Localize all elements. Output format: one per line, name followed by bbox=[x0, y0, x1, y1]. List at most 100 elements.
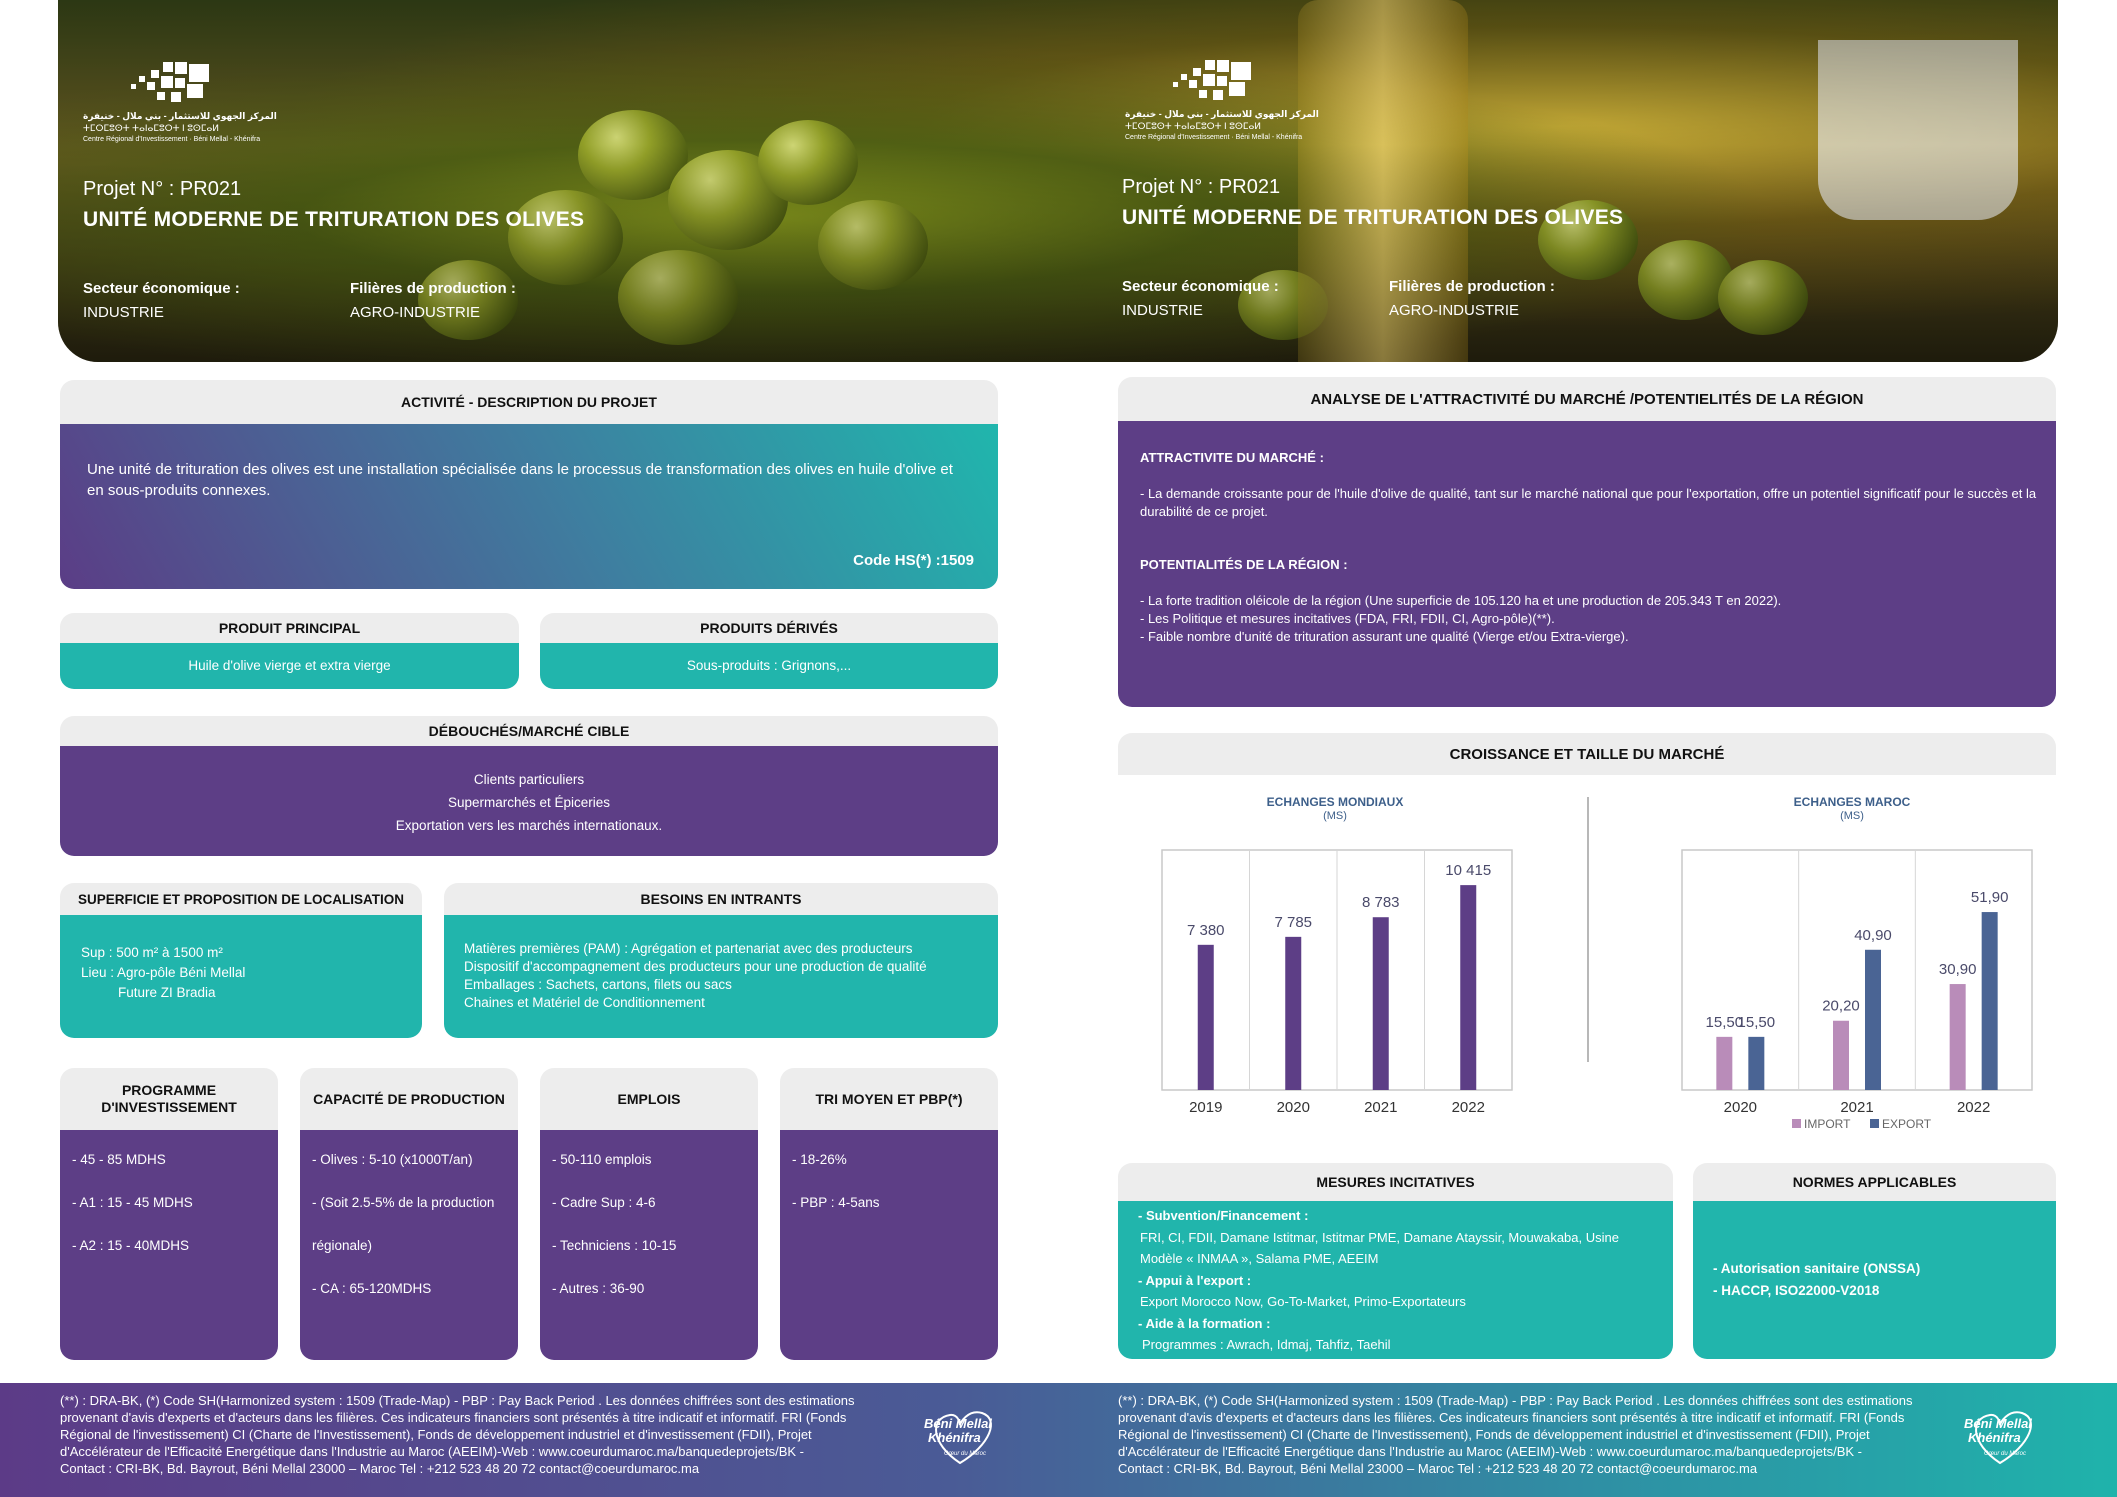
chart-data-label: 30,90 bbox=[1939, 961, 1977, 978]
chart-bar bbox=[1981, 912, 1998, 1090]
superficie-line: Lieu : Agro-pôle Béni Mellal bbox=[81, 965, 246, 980]
produits-derives-heading: PRODUITS DÉRIVÉS bbox=[540, 613, 998, 643]
footer-line: (**) : DRA-BK, (*) Code SH(Harmonized sy… bbox=[1118, 1393, 1913, 1408]
footer-notes-right: (**) : DRA-BK, (*) Code SH(Harmonized sy… bbox=[1118, 1392, 1978, 1477]
chart-tick-label: 2022 bbox=[1957, 1099, 1990, 1116]
brand-line1: Béni Mellal bbox=[1964, 1416, 2032, 1431]
filieres-label: Filières de production : bbox=[350, 280, 516, 297]
potentialites-list: - La forte tradition oléicole de la régi… bbox=[1140, 592, 2040, 646]
superficie-panel: Sup : 500 m² à 1500 m² Lieu : Agro-pôle … bbox=[60, 915, 422, 1038]
footer-line: (**) : DRA-BK, (*) Code SH(Harmonized sy… bbox=[60, 1393, 855, 1408]
programme-panel: - 45 - 85 MDHS - A1 : 15 - 45 MDHS - A2 … bbox=[60, 1130, 278, 1360]
emplois-panel: - 50-110 emplois - Cadre Sup : 4-6 - Tec… bbox=[540, 1130, 758, 1360]
tri-panel: - 18-26% - PBP : 4-5ans bbox=[780, 1130, 998, 1360]
chart-bar bbox=[1833, 1020, 1849, 1090]
secteur-value: INDUSTRIE bbox=[83, 304, 164, 321]
logo-arabic-text: المركز الجهوي للاستثمار - بني ملال - خني… bbox=[1125, 109, 1319, 119]
mesures-heading: MESURES INCITATIVES bbox=[1118, 1163, 1673, 1201]
tri-heading: TRI MOYEN ET PBP(*) bbox=[780, 1068, 998, 1130]
filieres-label: Filières de production : bbox=[1389, 278, 1555, 295]
chart-maroc-title: ECHANGES MAROC bbox=[1793, 795, 1911, 809]
chart-tick-label: 2022 bbox=[1452, 1099, 1485, 1116]
filieres-value: AGRO-INDUSTRIE bbox=[1389, 302, 1520, 319]
chart-echanges-mondiaux: 7 380 2019 7 785 2020 8 783 2021 10 415 2022 bbox=[1161, 849, 1513, 1116]
superficie-line: Sup : 500 m² à 1500 m² bbox=[81, 945, 223, 960]
besoins-panel: Matières premières (PAM) : Agrégation et… bbox=[444, 915, 998, 1038]
brand-line1: Béni Mellal bbox=[924, 1416, 992, 1431]
chart-bar bbox=[1865, 949, 1881, 1090]
capacite-line: - (Soit 2.5-5% de la production bbox=[312, 1195, 495, 1210]
logo-french-text: Centre Régional d'Investissement · Béni … bbox=[1125, 134, 1303, 141]
capacite-line: - CA : 65-120MDHS bbox=[312, 1281, 432, 1296]
debouches-item: Supermarchés et Épiceries bbox=[447, 795, 611, 810]
logo-tifinagh-text: ⵜⵎⵔⵎⵓⵙⵜ ⵜⴰⵏⴰⵎⵓⵔⵜ ⵏ ⵓⵙⵎⴰⵍ bbox=[83, 123, 220, 133]
mesures-panel: - Subvention/Financement : FRI, CI, FDII… bbox=[1118, 1201, 1673, 1359]
chart-tick-label: 2019 bbox=[1189, 1099, 1222, 1116]
besoins-line: Matières premières (PAM) : Agrégation et… bbox=[464, 941, 913, 956]
chart-bar bbox=[1949, 984, 1966, 1090]
chart-legend-label: IMPORT bbox=[1804, 1117, 1851, 1131]
project-number: Projet N° : PR021 bbox=[1122, 176, 1281, 198]
mesures-export-label: - Appui à l'export : bbox=[1138, 1272, 1252, 1288]
footer-line: provenant d'avis d'experts et d'acteurs … bbox=[1118, 1410, 1905, 1425]
potentialite-item: - Les Politique et mesures incitatives (… bbox=[1140, 611, 1555, 626]
emplois-line: - 50-110 emplois bbox=[552, 1152, 652, 1167]
hero-banner: المركز الجهوي للاستثمار - بني ملال - خني… bbox=[58, 0, 2058, 362]
footer: (**) : DRA-BK, (*) Code SH(Harmonized sy… bbox=[0, 1383, 2117, 1497]
chart-data-label: 7 380 bbox=[1187, 922, 1225, 939]
chart-tick-label: 2020 bbox=[1724, 1099, 1757, 1116]
chart-legend-label: EXPORT bbox=[1882, 1117, 1932, 1131]
mesures-subvention-text1: FRI, CI, FDII, Damane Istitmar, Istitmar… bbox=[1140, 1229, 1619, 1245]
brand-line3: Cœur du Maroc bbox=[1984, 1451, 2027, 1457]
footer-line: d'Accélérateur de l'Efficacité Energétiq… bbox=[60, 1444, 804, 1459]
debouches-panel: Clients particuliers Supermarchés et Épi… bbox=[60, 746, 998, 856]
tri-line: - 18-26% bbox=[792, 1152, 847, 1167]
emplois-line: - Cadre Sup : 4-6 bbox=[552, 1195, 656, 1210]
chart-plot-area bbox=[1681, 849, 2033, 1091]
capacite-line: - Olives : 5-10 (x1000T/an) bbox=[312, 1152, 473, 1167]
potentialites-label: POTENTIALITÉS DE LA RÉGION : bbox=[1140, 557, 1348, 572]
code-hs: Code HS(*) :1509 bbox=[853, 552, 974, 569]
chart-data-label: 15,50 bbox=[1738, 1014, 1776, 1031]
footer-line: Régional de l'investissement) CI (Charte… bbox=[60, 1427, 812, 1442]
project-title: UNITÉ MODERNE DE TRITURATION DES OLIVES bbox=[1122, 206, 1624, 229]
project-title: UNITÉ MODERNE DE TRITURATION DES OLIVES bbox=[83, 208, 585, 231]
chart-tick-label: 2021 bbox=[1364, 1099, 1397, 1116]
produit-principal-value: Huile d'olive vierge et extra vierge bbox=[60, 643, 519, 689]
capacite-heading: CAPACITÉ DE PRODUCTION bbox=[300, 1068, 518, 1130]
chart-legend-swatch bbox=[1792, 1119, 1801, 1128]
secteur-label: Secteur économique : bbox=[1122, 278, 1279, 295]
besoins-line: Dispositif d'accompagnement des producte… bbox=[464, 959, 927, 974]
besoins-heading: BESOINS EN INTRANTS bbox=[444, 883, 998, 915]
emplois-line: - Techniciens : 10-15 bbox=[552, 1238, 677, 1253]
potentialite-item: - Faible nombre d'unité de trituration a… bbox=[1140, 629, 1629, 644]
croissance-heading: CROISSANCE ET TAILLE DU MARCHÉ bbox=[1118, 733, 2056, 775]
besoins-line: Chaines et Matériel de Conditionnement bbox=[464, 995, 705, 1010]
chart-data-label: 15,50 bbox=[1706, 1014, 1744, 1031]
potentialite-item: - La forte tradition oléicole de la régi… bbox=[1140, 593, 1782, 608]
attractivite-text: - La demande croissante pour de l'huile … bbox=[1140, 486, 2037, 519]
emplois-heading: EMPLOIS bbox=[540, 1068, 758, 1130]
chart-data-label: 40,90 bbox=[1854, 927, 1892, 944]
normes-line: - HACCP, ISO22000-V2018 bbox=[1713, 1283, 1880, 1298]
secteur-value: INDUSTRIE bbox=[1122, 302, 1203, 319]
chart-legend-swatch bbox=[1870, 1119, 1879, 1128]
chart-data-label: 10 415 bbox=[1445, 862, 1491, 879]
brand-line2: Khénifra bbox=[928, 1430, 981, 1445]
emplois-line: - Autres : 36-90 bbox=[552, 1281, 645, 1296]
debouches-item: Clients particuliers bbox=[473, 772, 585, 787]
activite-heading: ACTIVITÉ - DESCRIPTION DU PROJET bbox=[60, 380, 998, 424]
footer-line: Régional de l'investissement) CI (Charte… bbox=[1118, 1427, 1870, 1442]
brand-logo-icon: Béni Mellal Khénifra Cœur du Maroc bbox=[920, 1403, 1000, 1473]
chart-data-label: 8 783 bbox=[1362, 894, 1400, 911]
capacite-line: régionale) bbox=[312, 1238, 373, 1253]
debouches-item: Exportation vers les marchés internation… bbox=[395, 818, 663, 833]
footer-line: Contact : CRI-BK, Bd. Bayrout, Béni Mell… bbox=[60, 1461, 700, 1476]
analyse-panel: ATTRACTIVITE DU MARCHÉ : - La demande cr… bbox=[1118, 421, 2056, 707]
filieres-value: AGRO-INDUSTRIE bbox=[350, 304, 481, 321]
activite-description: Une unité de trituration des olives est … bbox=[87, 461, 953, 499]
chart-tick-label: 2021 bbox=[1840, 1099, 1873, 1116]
chart-data-label: 20,20 bbox=[1822, 998, 1860, 1015]
normes-panel: - Autorisation sanitaire (ONSSA) - HACCP… bbox=[1693, 1201, 2056, 1359]
